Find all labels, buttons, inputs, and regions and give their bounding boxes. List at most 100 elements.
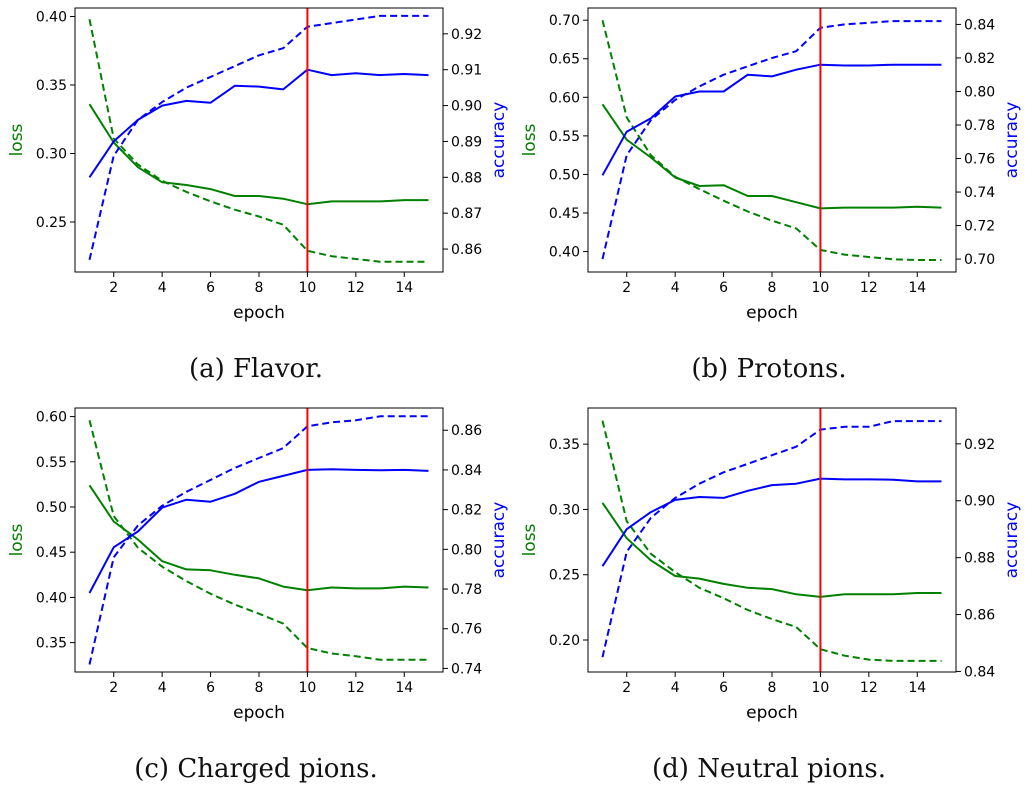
x-tick-label: 10 [299, 280, 317, 296]
x-tick-label: 2 [622, 280, 631, 296]
x-tick-label: 6 [206, 680, 215, 696]
y-left-tick-label: 0.50 [549, 167, 580, 183]
y-right-tick-label: 0.90 [964, 494, 995, 510]
x-tick-label: 8 [768, 680, 777, 696]
loss-dashed-line [88, 19, 429, 263]
x-tick-label: 8 [255, 680, 264, 696]
x-tick-label: 10 [812, 680, 830, 696]
accuracy-solid-line [601, 63, 942, 176]
y-right-axis-label: accuracy [1002, 502, 1022, 579]
y-left-tick-label: 0.50 [36, 500, 67, 516]
caption-charged-pions: (c) Charged pions. [134, 754, 378, 784]
y-left-tick-label: 0.60 [36, 410, 67, 426]
x-tick-label: 14 [395, 280, 413, 296]
y-left-tick-label: 0.40 [549, 245, 580, 261]
y-right-tick-label: 0.86 [964, 608, 995, 624]
x-axis-label: epoch [746, 703, 798, 723]
x-tick-label: 6 [719, 280, 728, 296]
y-right-tick-label: 0.88 [964, 551, 995, 567]
loss-solid-line [601, 502, 942, 598]
x-tick-label: 2 [109, 280, 118, 296]
x-tick-label: 6 [206, 280, 215, 296]
y-right-tick-label: 0.78 [451, 582, 482, 598]
accuracy-solid-line [88, 68, 429, 178]
y-left-tick-label: 0.30 [36, 146, 67, 162]
x-tick-label: 8 [255, 280, 264, 296]
y-left-tick-label: 0.40 [36, 590, 67, 606]
y-right-axis-label: accuracy [489, 102, 509, 179]
y-left-tick-label: 0.55 [36, 455, 67, 471]
y-right-tick-label: 0.90 [451, 99, 482, 115]
subplot-flavor: 2 4 6 8 10 12 14 0.25 0.30 0.35 0.40 0.86 0.87 0.88 0.… [7, 7, 509, 323]
x-tick-label: 14 [908, 680, 926, 696]
x-tick-label: 10 [299, 680, 317, 696]
x-tick-label: 4 [158, 680, 167, 696]
y-right-tick-label: 0.82 [964, 51, 995, 67]
y-right-tick-label: 0.80 [451, 542, 482, 558]
y-right-tick-label: 0.86 [451, 242, 482, 258]
y-left-tick-label: 0.45 [549, 206, 580, 222]
accuracy-dashed-line [601, 420, 942, 658]
x-tick-label: 14 [395, 680, 413, 696]
accuracy-solid-line [601, 477, 942, 567]
loss-dashed-line [601, 19, 942, 261]
caption-flavor: (a) Flavor. [188, 354, 324, 384]
loss-solid-line [88, 103, 429, 206]
y-left-tick-label: 0.30 [549, 502, 580, 518]
x-tick-label: 12 [860, 280, 878, 296]
y-right-axis-label: accuracy [1002, 102, 1022, 179]
y-right-tick-label: 0.82 [451, 503, 482, 519]
y-left-axis-label: loss [520, 523, 540, 556]
x-tick-label: 4 [671, 680, 680, 696]
x-tick-label: 8 [768, 280, 777, 296]
y-right-tick-label: 0.88 [451, 170, 482, 186]
x-tick-label: 2 [622, 680, 631, 696]
y-right-tick-label: 0.74 [451, 661, 482, 677]
x-tick-label: 2 [109, 680, 118, 696]
y-left-tick-label: 0.40 [36, 9, 67, 25]
y-right-tick-label: 0.70 [964, 252, 995, 268]
y-left-tick-label: 0.70 [549, 13, 580, 29]
loss-solid-line [601, 103, 942, 210]
y-left-axis-label: loss [7, 123, 27, 156]
y-right-tick-label: 0.89 [451, 134, 482, 150]
y-right-tick-label: 0.92 [964, 437, 995, 453]
subplot-charged-pions: 2 4 6 8 10 12 14 0.35 0.40 0.45 0.50 0.55 0.60 0.74 0.… [7, 407, 509, 723]
y-left-tick-label: 0.60 [549, 90, 580, 106]
y-right-tick-label: 0.74 [964, 185, 995, 201]
accuracy-dashed-line [601, 20, 942, 260]
loss-solid-line [88, 484, 429, 592]
y-left-axis-label: loss [520, 123, 540, 156]
accuracy-dashed-line [88, 14, 429, 261]
subplot-protons: 2 4 6 8 10 12 14 0.40 0.45 0.50 0.55 0.60 0.65 0.70 0.… [520, 7, 1022, 323]
plot-frame [74, 7, 444, 273]
y-left-axis-label: loss [7, 523, 27, 556]
plot-frame [587, 7, 957, 273]
y-left-tick-label: 0.25 [36, 215, 67, 231]
x-tick-label: 12 [347, 280, 365, 296]
x-axis-label: epoch [233, 303, 285, 323]
loss-dashed-line [601, 420, 942, 662]
accuracy-dashed-line [88, 415, 429, 665]
x-tick-label: 10 [812, 280, 830, 296]
y-right-tick-label: 0.84 [451, 463, 482, 479]
y-left-tick-label: 0.55 [549, 129, 580, 145]
y-left-tick-label: 0.45 [36, 545, 67, 561]
loss-dashed-line [88, 419, 429, 661]
x-tick-label: 6 [719, 680, 728, 696]
y-left-tick-label: 0.35 [36, 78, 67, 94]
x-tick-label: 4 [158, 280, 167, 296]
y-left-tick-label: 0.65 [549, 52, 580, 68]
y-left-tick-label: 0.35 [36, 636, 67, 652]
y-right-tick-label: 0.84 [964, 17, 995, 33]
y-right-axis-label: accuracy [489, 502, 509, 579]
subplot-neutral-pions: 2 4 6 8 10 12 14 0.20 0.25 0.30 0.35 0.84 0.86 0.88 0.… [520, 407, 1022, 723]
plot-frame [587, 407, 957, 673]
caption-protons: (b) Protons. [691, 354, 847, 384]
plot-frame [74, 407, 444, 673]
x-tick-label: 14 [908, 280, 926, 296]
y-right-tick-label: 0.76 [964, 152, 995, 168]
x-tick-label: 12 [347, 680, 365, 696]
x-tick-label: 4 [671, 280, 680, 296]
